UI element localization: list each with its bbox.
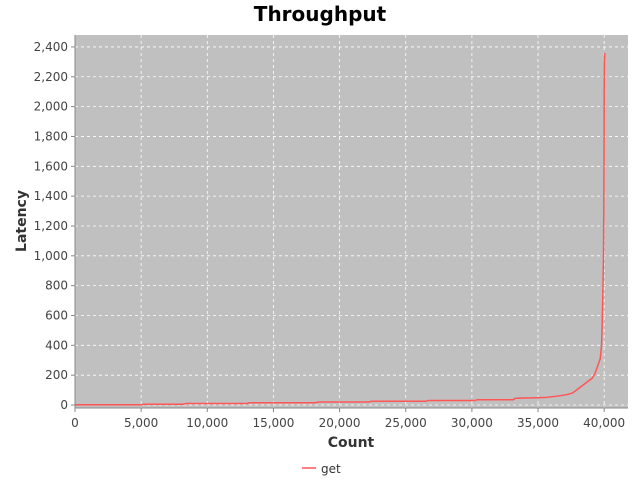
- x-tick-label: 40,000: [583, 416, 625, 430]
- y-tick-label: 1,000: [34, 249, 68, 263]
- tick-labels: 0 5,000 10,000 15,000 20,000 25,000 30,000 35,0…: [34, 40, 626, 430]
- y-tick-label: 2,200: [34, 70, 68, 84]
- x-tick-label: 0: [71, 416, 79, 430]
- x-axis-label: Count: [328, 435, 375, 451]
- y-tick-label: 0: [60, 398, 68, 412]
- chart-title: Throughput: [254, 2, 387, 26]
- plot-area: [75, 35, 628, 408]
- y-tick-label: 800: [45, 279, 68, 293]
- axis-layer: [71, 35, 628, 412]
- x-tick-label: 20,000: [319, 416, 361, 430]
- y-tick-label: 1,200: [34, 219, 68, 233]
- y-tick-label: 400: [45, 338, 68, 352]
- y-tick-label: 1,800: [34, 129, 68, 143]
- y-tick-label: 600: [45, 308, 68, 322]
- x-tick-label: 15,000: [252, 416, 294, 430]
- legend-label-get: get: [321, 462, 341, 476]
- y-tick-label: 200: [45, 368, 68, 382]
- y-axis-label: Latency: [14, 190, 30, 252]
- y-tick-label: 2,400: [34, 40, 68, 54]
- y-tick-label: 1,400: [34, 189, 68, 203]
- legend: get: [302, 462, 341, 476]
- x-tick-label: 25,000: [385, 416, 427, 430]
- x-tick-label: 35,000: [517, 416, 559, 430]
- y-tick-label: 1,600: [34, 159, 68, 173]
- series-line-get: [75, 52, 606, 406]
- x-tick-label: 10,000: [186, 416, 228, 430]
- y-tick-label: 2,000: [34, 100, 68, 114]
- series-layer: [75, 52, 606, 406]
- x-tick-label: 5,000: [124, 416, 158, 430]
- x-tick-label: 30,000: [451, 416, 493, 430]
